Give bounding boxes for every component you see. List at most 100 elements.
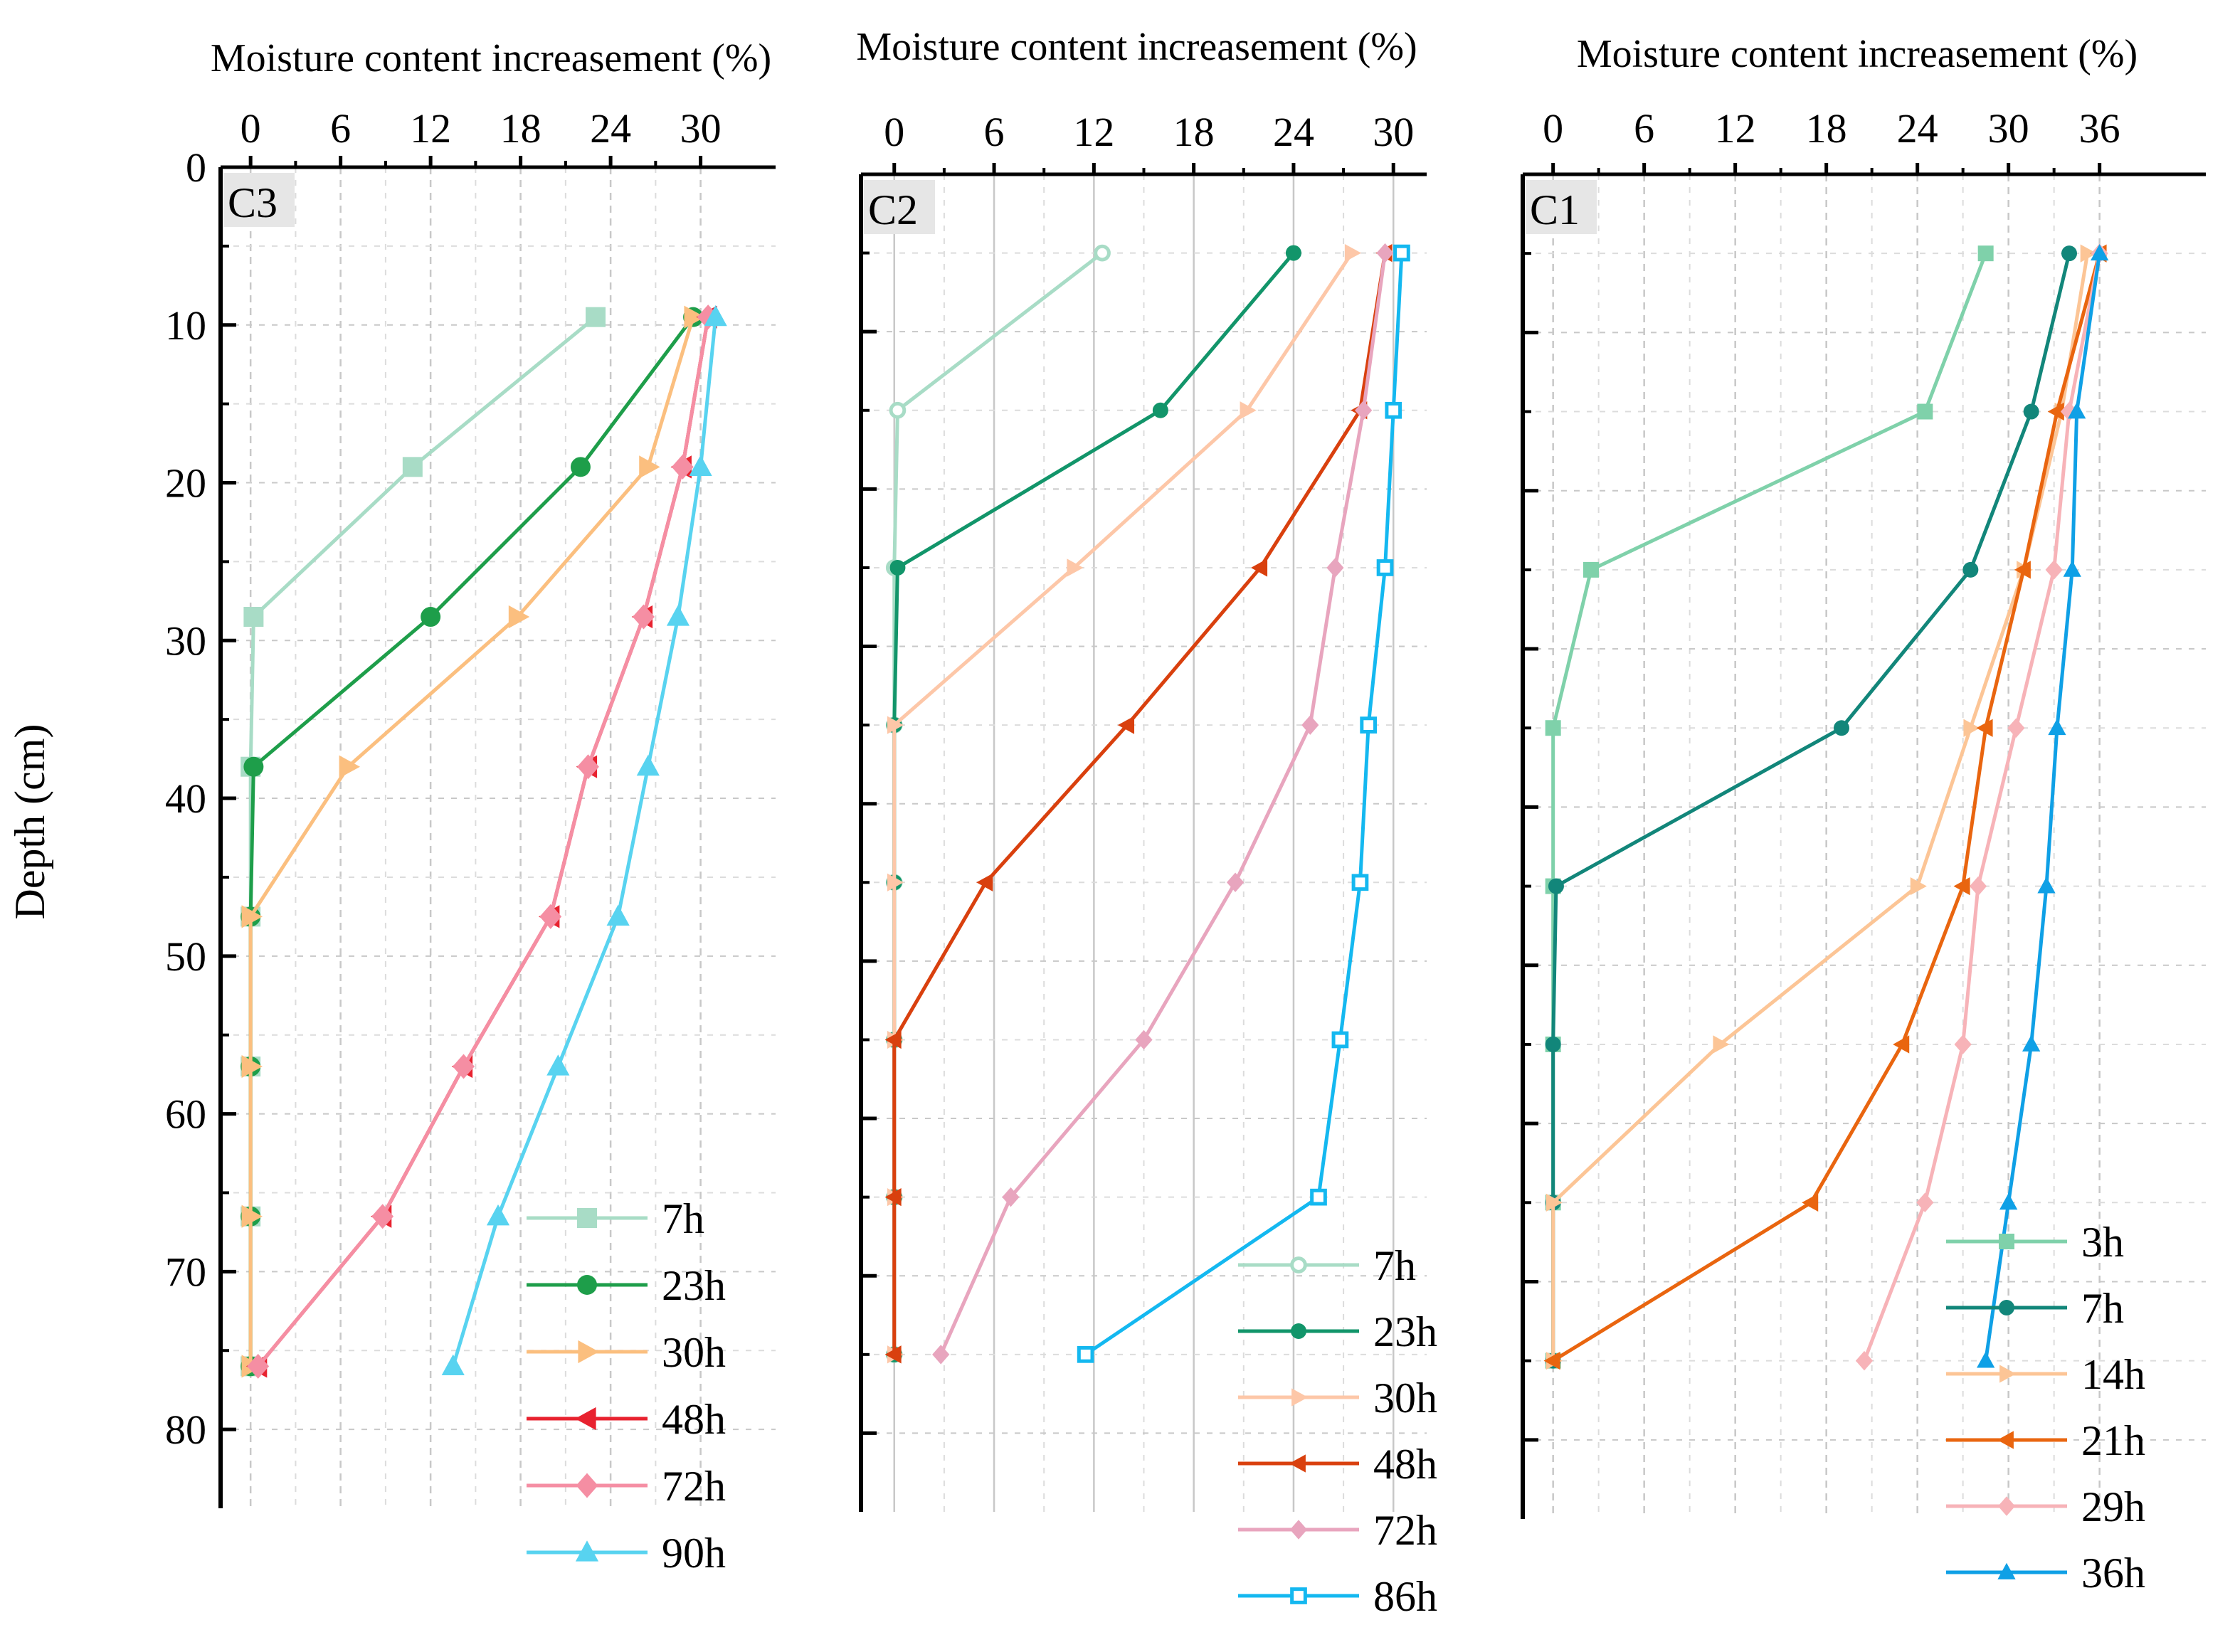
y-tick-label: 0 bbox=[186, 144, 206, 191]
data-point bbox=[2068, 402, 2086, 419]
x-tick-label: 24 bbox=[590, 105, 631, 152]
data-point bbox=[2022, 1034, 2041, 1052]
series-line bbox=[1552, 253, 2102, 1362]
y-tick-label: 80 bbox=[165, 1407, 206, 1453]
panel-label-box bbox=[223, 173, 295, 227]
data-point bbox=[884, 1187, 902, 1207]
data-point bbox=[666, 605, 690, 626]
data-point bbox=[1240, 401, 1257, 420]
data-point bbox=[884, 1030, 902, 1049]
legend-marker bbox=[577, 1275, 597, 1295]
x-tick-label: 18 bbox=[1173, 109, 1215, 155]
panel-label-box bbox=[1526, 180, 1597, 234]
data-point bbox=[546, 1054, 570, 1076]
data-point bbox=[2091, 243, 2109, 261]
data-point bbox=[1977, 245, 1994, 262]
data-point bbox=[689, 455, 712, 476]
legend-label: 29h bbox=[2081, 1483, 2145, 1530]
data-point bbox=[1545, 1036, 1561, 1052]
series-7h bbox=[885, 244, 1111, 1363]
data-point bbox=[1376, 559, 1394, 576]
data-point bbox=[1953, 877, 1970, 896]
data-point bbox=[2080, 244, 2097, 263]
legend-marker bbox=[1997, 1496, 2016, 1516]
legend-label: 7h bbox=[1373, 1242, 1416, 1289]
data-point bbox=[1094, 244, 1111, 262]
data-point bbox=[932, 1345, 950, 1365]
data-point bbox=[1916, 1192, 1934, 1213]
legend-label: 86h bbox=[1373, 1573, 1437, 1620]
legend-label: 7h bbox=[662, 1195, 704, 1242]
legend-marker bbox=[577, 1208, 597, 1228]
data-point bbox=[1344, 243, 1361, 263]
chart-title: Moisture content increasement (%) bbox=[1577, 32, 2138, 76]
chart-title: Moisture content increasement (%) bbox=[856, 25, 1417, 69]
series-line bbox=[1862, 253, 2102, 1362]
data-point bbox=[1002, 1187, 1020, 1207]
y-axis-label: Depth (cm) bbox=[6, 724, 53, 920]
data-point bbox=[247, 1353, 270, 1379]
legend-label: 30h bbox=[1373, 1375, 1437, 1421]
x-tick-label: 18 bbox=[1806, 105, 1847, 152]
data-point bbox=[570, 457, 591, 477]
data-point bbox=[889, 401, 907, 419]
x-tick-label: 0 bbox=[1543, 105, 1563, 152]
data-point bbox=[421, 607, 441, 628]
x-tick-label: 12 bbox=[410, 105, 451, 152]
series-line bbox=[1084, 253, 1404, 1356]
data-point bbox=[1546, 1193, 1563, 1212]
data-point bbox=[486, 1204, 510, 1226]
data-point bbox=[1135, 1029, 1153, 1050]
x-tick-label: 24 bbox=[1897, 105, 1938, 152]
series-line bbox=[892, 252, 1353, 1355]
legend-marker bbox=[578, 1340, 599, 1364]
legend-marker bbox=[1290, 1587, 1307, 1604]
data-point bbox=[1310, 1188, 1327, 1206]
legend-marker bbox=[575, 1407, 596, 1431]
data-point bbox=[1910, 877, 1927, 896]
y-tick-label: 40 bbox=[165, 775, 206, 822]
x-tick-label: 30 bbox=[680, 105, 722, 152]
series-30h bbox=[887, 243, 1361, 1364]
data-point bbox=[2023, 403, 2039, 420]
legend-marker bbox=[576, 1473, 598, 1498]
series-line bbox=[248, 316, 695, 1367]
data-point bbox=[1834, 720, 1849, 736]
x-tick-label: 0 bbox=[884, 109, 904, 155]
x-tick-label: 0 bbox=[241, 105, 261, 152]
series-7h bbox=[241, 307, 606, 1377]
legend-label: 21h bbox=[2081, 1417, 2145, 1464]
series-line bbox=[1551, 253, 2071, 1361]
y-tick-label: 30 bbox=[165, 618, 206, 664]
legend: 7h 23h 30h 48h 72h 90h bbox=[527, 1195, 726, 1577]
data-point bbox=[1250, 558, 1268, 577]
x-tick-label: 12 bbox=[1073, 109, 1114, 155]
data-point bbox=[586, 307, 606, 327]
series-line bbox=[451, 317, 718, 1367]
data-point bbox=[2047, 402, 2064, 421]
legend-marker bbox=[1289, 1520, 1308, 1540]
data-point bbox=[1227, 872, 1245, 893]
chart-panel-c2: 0 6 12 18 24 30 Moisture content increasement … bbox=[856, 25, 1437, 1620]
data-point bbox=[1917, 403, 1933, 420]
series-90h bbox=[441, 305, 727, 1376]
data-point bbox=[1285, 245, 1301, 261]
legend: 3h 7h 14h 21h 29h 36h bbox=[1946, 1219, 2145, 1597]
data-point bbox=[636, 754, 660, 776]
data-point bbox=[1545, 720, 1561, 736]
series-line bbox=[939, 253, 1388, 1355]
data-point bbox=[2048, 719, 2066, 736]
legend-marker bbox=[1291, 1388, 1309, 1407]
data-point bbox=[1583, 561, 1599, 578]
data-point bbox=[441, 1354, 465, 1376]
data-point bbox=[243, 607, 264, 628]
data-point bbox=[887, 873, 904, 891]
legend-label: 7h bbox=[2081, 1285, 2124, 1332]
chart-panel-c3: 0 6 12 18 24 30 0 10 20 30 40 50 60 70 80 Moisture cont… bbox=[165, 36, 776, 1577]
legend-label: 48h bbox=[1373, 1441, 1437, 1488]
series-36h bbox=[1977, 243, 2109, 1368]
legend-label: 30h bbox=[662, 1329, 726, 1376]
series-line bbox=[892, 253, 1388, 1355]
x-tick-label: 6 bbox=[984, 109, 1005, 155]
